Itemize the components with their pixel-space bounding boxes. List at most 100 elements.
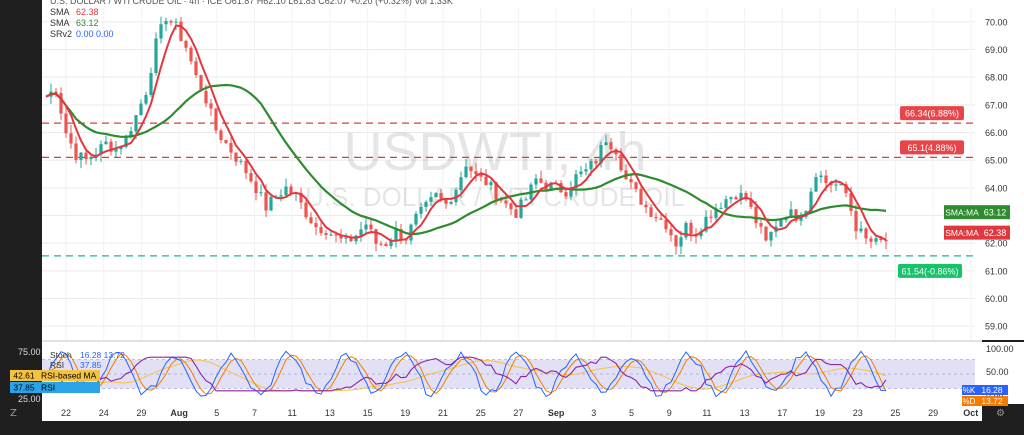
candle-body bbox=[789, 209, 793, 218]
level-label-box bbox=[898, 263, 962, 278]
pane-divider bbox=[42, 340, 982, 342]
candle-body bbox=[99, 144, 103, 155]
candle-body bbox=[194, 61, 198, 76]
candle-body bbox=[709, 216, 713, 218]
candle-body bbox=[379, 243, 383, 245]
candle-body bbox=[454, 190, 458, 203]
indicator-right-tag-name: %D bbox=[963, 397, 976, 406]
candle-body bbox=[224, 139, 228, 143]
candle-body bbox=[299, 192, 303, 203]
time-tick-label: 19 bbox=[815, 408, 825, 418]
settings-gear-icon: ⚙ bbox=[996, 408, 1005, 419]
candle-body bbox=[434, 193, 438, 198]
candles bbox=[49, 16, 888, 255]
candle-body bbox=[619, 154, 623, 171]
candle-body bbox=[169, 21, 173, 23]
indicator-right-tag-name: %K bbox=[963, 386, 976, 395]
candle-body bbox=[589, 161, 593, 170]
indicator-legend-name: Stoch bbox=[50, 350, 72, 360]
candle-body bbox=[814, 177, 818, 192]
time-axis-labels: 22 24 29 Aug 5 7 11 13 15 19 21 25 27 Sep 3 5 9 11 13 17 19 2… bbox=[61, 408, 978, 418]
price-tag-name: SMA:MA bbox=[945, 208, 979, 218]
indicator-legend-values: 37.85 bbox=[80, 360, 102, 370]
candle-body bbox=[184, 40, 188, 48]
candle-body bbox=[524, 199, 528, 201]
price-tag-value: 63.12 bbox=[984, 208, 1007, 218]
candle-body bbox=[834, 184, 838, 186]
candle-body bbox=[164, 21, 168, 25]
candle-body bbox=[214, 108, 218, 131]
candle-body bbox=[879, 238, 883, 240]
indicator-legend-name: RSI bbox=[50, 360, 64, 370]
time-tick-label: 21 bbox=[438, 408, 448, 418]
time-tick-label: 15 bbox=[363, 408, 373, 418]
time-tick-label: 13 bbox=[740, 408, 750, 418]
candle-body bbox=[569, 187, 573, 197]
time-tick-label: 25 bbox=[890, 408, 900, 418]
candle-body bbox=[329, 234, 333, 236]
candle-body bbox=[849, 193, 853, 211]
candle-body bbox=[414, 213, 418, 225]
key-levels: 66.34(6.88%) 65.1(4.88%) 61.54(-0.86%) bbox=[42, 106, 975, 278]
candle-body bbox=[669, 229, 673, 236]
indicator-left-tag-value: 37.85 bbox=[13, 383, 35, 393]
candle-body bbox=[349, 237, 353, 242]
indicator-left-tag-label-box bbox=[38, 382, 100, 393]
time-tick-label: Sep bbox=[548, 408, 565, 418]
candle-body bbox=[419, 206, 423, 214]
candle-body bbox=[154, 38, 158, 74]
indicator-left-tag-box bbox=[10, 382, 38, 393]
candle-body bbox=[719, 207, 723, 209]
candle-body bbox=[359, 229, 363, 236]
candle-body bbox=[769, 231, 773, 241]
candle-body bbox=[749, 199, 753, 207]
candle-body bbox=[724, 199, 728, 208]
candle-body bbox=[269, 196, 273, 211]
candle-body bbox=[494, 182, 498, 200]
candle-body bbox=[64, 113, 68, 134]
price-axis-pane bbox=[975, 0, 1024, 340]
indicator-left-tick: 75.00 bbox=[18, 347, 41, 357]
candle-body bbox=[54, 91, 58, 94]
candle-body bbox=[754, 206, 758, 224]
candle-body bbox=[584, 169, 588, 172]
indicator-left-tag-box bbox=[10, 370, 38, 381]
candle-body bbox=[794, 209, 798, 221]
candle-body bbox=[564, 192, 568, 197]
chart-header: U.S. DOLLAR / WTI CRUDE OIL · 4h · ICE O… bbox=[50, 0, 453, 39]
rsi-ma-line bbox=[45, 359, 887, 392]
candle-body bbox=[234, 152, 238, 162]
price-tick-label: 61.00 bbox=[985, 266, 1008, 276]
price-tick-label: 69.00 bbox=[985, 45, 1008, 55]
candle-body bbox=[69, 133, 73, 144]
candle-body bbox=[654, 216, 658, 219]
candle-body bbox=[644, 204, 648, 208]
time-tick-label: 11 bbox=[288, 408, 297, 418]
candle-body bbox=[139, 103, 143, 116]
candle-body bbox=[159, 24, 163, 39]
indicator-right-tag-name-box bbox=[962, 385, 976, 395]
candle-body bbox=[609, 142, 613, 150]
price-tags: SMA:MA 63.12 SMA:MA 62.38 bbox=[944, 205, 1010, 240]
candle-body bbox=[249, 173, 253, 182]
candle-body bbox=[504, 200, 508, 204]
candle-body bbox=[324, 233, 328, 235]
candle-body bbox=[779, 220, 783, 227]
level-label-box bbox=[900, 140, 964, 155]
time-tick-label: 13 bbox=[325, 408, 335, 418]
candle-body bbox=[189, 47, 193, 62]
candle-body bbox=[114, 149, 118, 152]
time-tick-label: 24 bbox=[99, 408, 109, 418]
candle-body bbox=[509, 203, 513, 210]
candle-body bbox=[389, 240, 393, 247]
indicator-right-tick: 100.00 bbox=[986, 344, 1014, 354]
time-tick-label: 19 bbox=[400, 408, 410, 418]
candle-body bbox=[399, 229, 403, 240]
candle-body bbox=[84, 152, 88, 160]
timezone-icon: Z bbox=[10, 408, 17, 419]
candle-body bbox=[79, 152, 83, 160]
candle-body bbox=[469, 166, 473, 172]
time-tick-label: 7 bbox=[252, 408, 257, 418]
